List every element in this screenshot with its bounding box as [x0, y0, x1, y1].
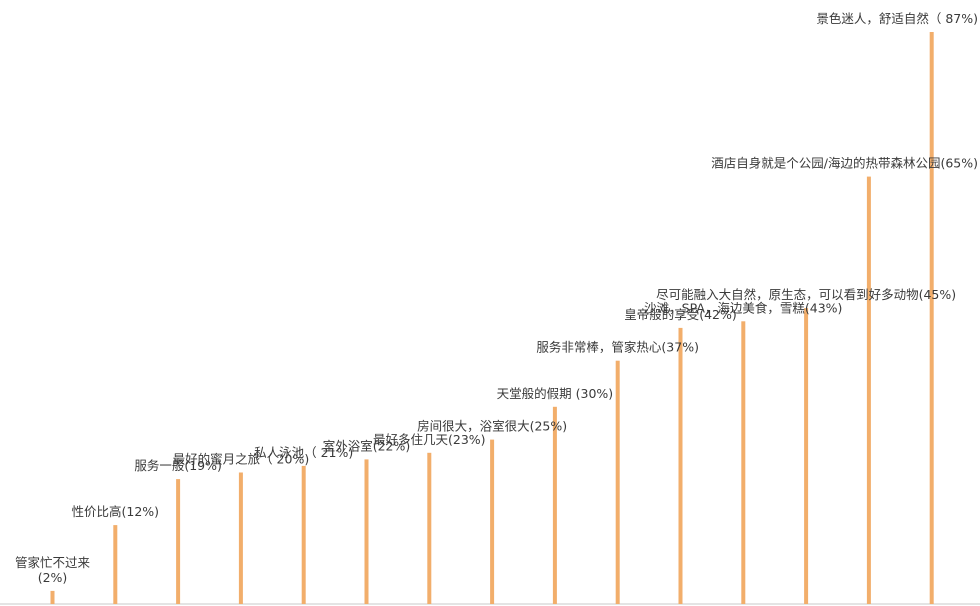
bar-8: [552, 406, 557, 604]
bar-label-14: 景色迷人，舒适自然（ 87%): [816, 11, 978, 26]
bar-3: [238, 472, 243, 604]
bar-11: [741, 321, 746, 604]
bar-label-2: 服务一般(19%): [134, 458, 222, 473]
bar-2: [176, 479, 181, 604]
bar-label-1: 性价比高(12%): [72, 504, 160, 519]
bar-label-8: 天堂般的假期 (30%): [497, 386, 614, 401]
bar-label-5: 室外浴室(22%): [323, 438, 411, 453]
bar-7: [490, 439, 495, 604]
bar-10: [678, 327, 683, 604]
bar-12: [804, 308, 809, 604]
bar-1: [113, 525, 118, 604]
bar-label-7: 房间很大，浴室很大(25%): [417, 419, 567, 434]
bar-label-4: 私人泳池（ 21%): [254, 445, 353, 460]
bar-label-10: 皇帝般的享受(42%): [624, 307, 737, 322]
bar-5: [364, 459, 369, 604]
bar-label-3: 最好的蜜月之旅（ 20%): [173, 452, 310, 467]
bars-group: [50, 32, 934, 604]
bar-label-9: 服务非常棒，管家热心(37%): [536, 340, 699, 355]
bar-0: [50, 590, 55, 604]
bar-label-6: 最好多住几天(23%): [373, 432, 486, 447]
labels-group: 管家忙不过来(2%) 性价比高(12%) 服务一般(19%)最好的蜜月之旅（ 20%…: [15, 11, 978, 585]
bar-label-11: 沙滩，SPA，海边美食，雪糕(43%): [644, 300, 842, 315]
bar-4: [301, 465, 306, 604]
bar-6: [427, 452, 432, 604]
bar-label-12: 尽可能融入大自然，原生态，可以看到好多动物(45%): [656, 287, 956, 302]
bar-14: [929, 32, 934, 604]
bar-13: [866, 176, 871, 604]
bar-label-13: 酒店自身就是个公园/海边的热带森林公园(65%): [711, 156, 978, 171]
bar-9: [615, 360, 620, 604]
bar-label-0: 管家忙不过来(2%): [15, 555, 91, 585]
